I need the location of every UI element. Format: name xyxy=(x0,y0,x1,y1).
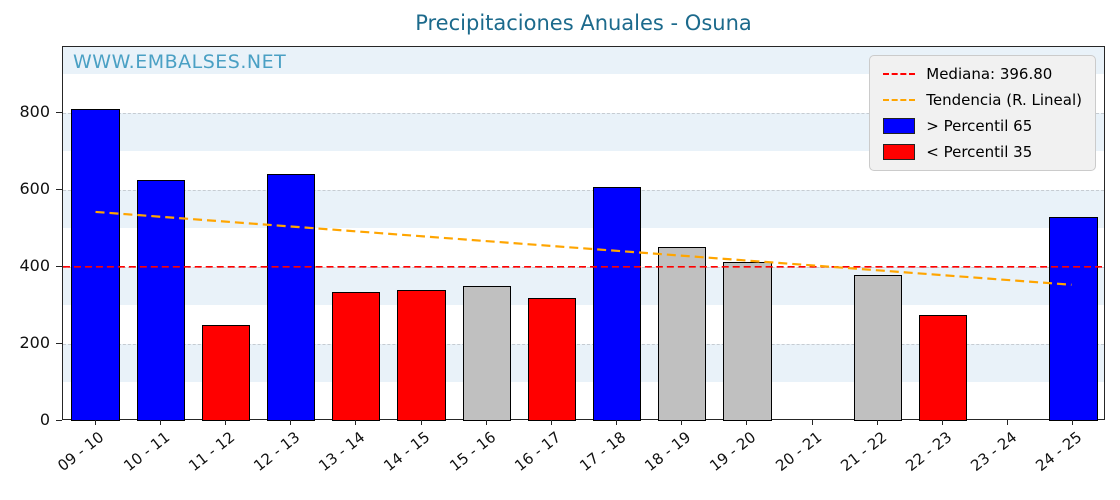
legend-trend-label: Tendencia (R. Lineal) xyxy=(926,91,1082,109)
x-tick xyxy=(876,420,878,425)
y-tick xyxy=(56,265,62,267)
x-tick xyxy=(355,420,357,425)
background-band xyxy=(63,266,1104,306)
bar-13-14 xyxy=(332,291,381,421)
legend-item-trend: Tendencia (R. Lineal) xyxy=(883,91,1082,109)
gridline xyxy=(63,112,1104,114)
x-tick-label: 21 - 22 xyxy=(836,428,890,475)
gridline xyxy=(63,189,1104,191)
legend-below-label: < Percentil 35 xyxy=(926,143,1033,161)
bar-15-16 xyxy=(462,286,511,421)
x-tick-label: 13 - 14 xyxy=(315,428,369,475)
x-tick-label: 22 - 23 xyxy=(902,428,956,475)
legend-trend-swatch xyxy=(883,99,916,101)
legend-median-swatch xyxy=(883,73,916,75)
x-tick-label: 10 - 11 xyxy=(119,428,173,475)
x-tick xyxy=(746,420,748,425)
y-tick xyxy=(56,342,62,344)
x-tick xyxy=(550,420,552,425)
bar-19-20 xyxy=(723,261,772,421)
legend-above-label: > Percentil 65 xyxy=(926,117,1033,135)
y-tick-label: 400 xyxy=(19,255,50,275)
x-tick xyxy=(420,420,422,425)
x-tick xyxy=(616,420,618,425)
x-tick-label: 15 - 16 xyxy=(445,428,499,475)
x-tick xyxy=(224,420,226,425)
bar-17-18 xyxy=(592,186,642,421)
legend-item-median: Mediana: 396.80 xyxy=(883,65,1082,83)
x-tick xyxy=(94,420,96,425)
legend-median-label: Mediana: 396.80 xyxy=(926,65,1053,83)
bar-12-13 xyxy=(267,174,316,421)
bar-14-15 xyxy=(397,289,446,421)
x-tick-label: 12 - 13 xyxy=(250,428,304,475)
y-tick xyxy=(56,188,62,190)
y-tick-label: 800 xyxy=(19,101,50,121)
x-tick-label: 19 - 20 xyxy=(706,428,760,475)
x-tick-label: 11 - 12 xyxy=(185,428,239,475)
x-tick xyxy=(1007,420,1009,425)
x-tick-label: 16 - 17 xyxy=(511,428,564,475)
gridline xyxy=(63,343,1104,345)
trend-line xyxy=(95,210,1072,286)
bar-24-25 xyxy=(1049,217,1098,421)
x-tick xyxy=(811,420,813,425)
bar-22-23 xyxy=(918,314,968,421)
watermark: WWW.EMBALSES.NET xyxy=(73,51,287,73)
bar-09-10 xyxy=(71,108,120,421)
x-tick-label: 09 - 10 xyxy=(54,428,108,475)
x-tick xyxy=(942,420,944,425)
y-tick xyxy=(56,420,62,421)
plot-area: WWW.EMBALSES.NET Mediana: 396.80 Tendenc… xyxy=(62,46,1105,421)
x-tick xyxy=(290,420,292,425)
x-tick-label: 14 - 15 xyxy=(380,428,434,475)
legend: Mediana: 396.80 Tendencia (R. Lineal) > … xyxy=(869,55,1096,171)
x-tick-label: 20 - 21 xyxy=(771,428,825,475)
x-tick-label: 24 - 25 xyxy=(1032,428,1086,475)
bar-21-22 xyxy=(853,275,902,421)
x-tick xyxy=(681,420,683,425)
x-tick-label: 17 - 18 xyxy=(576,428,630,475)
legend-below-swatch xyxy=(883,144,916,160)
legend-item-below-percentile: < Percentil 35 xyxy=(883,143,1082,161)
bar-18-19 xyxy=(658,247,707,421)
lines-layer xyxy=(63,210,1104,286)
legend-item-above-percentile: > Percentil 65 xyxy=(883,117,1082,135)
x-tick xyxy=(1072,420,1074,425)
chart-title: Precipitaciones Anuales - Osuna xyxy=(415,11,752,35)
x-tick xyxy=(485,420,487,425)
y-tick-label: 600 xyxy=(19,178,50,198)
x-tick-label: 23 - 24 xyxy=(967,428,1021,475)
x-tick-label: 18 - 19 xyxy=(641,428,695,475)
y-tick xyxy=(56,111,62,113)
bars-layer xyxy=(63,47,1104,421)
x-tick xyxy=(159,420,161,425)
y-tick-label: 200 xyxy=(19,332,50,352)
legend-above-swatch xyxy=(883,118,916,134)
y-tick-label: 0 xyxy=(39,410,50,429)
